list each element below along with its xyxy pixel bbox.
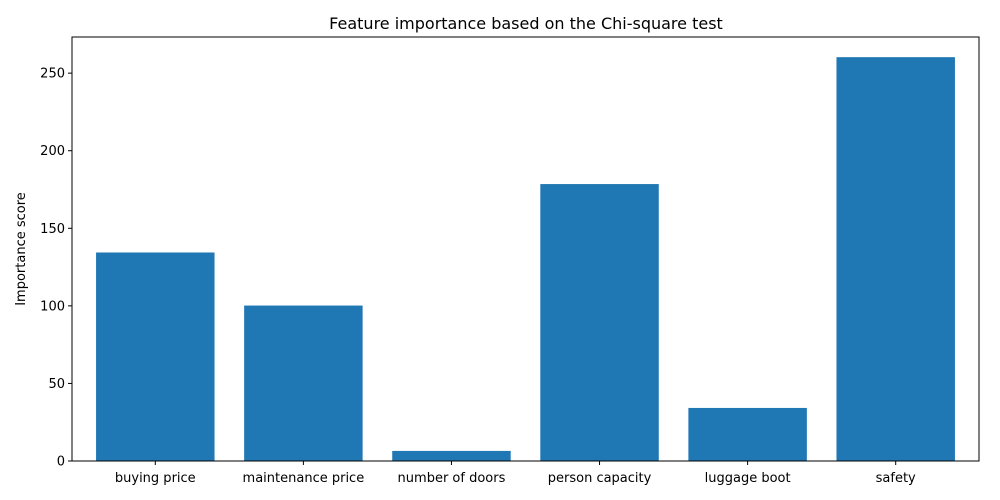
y-axis: 0 50 100 150 200 250: [40, 67, 72, 470]
y-tick-label: 250: [40, 67, 65, 82]
bars-group: [96, 57, 955, 462]
y-tick-label: 100: [40, 299, 65, 314]
bar-buying-price: [96, 252, 215, 461]
x-tick-label: number of doors: [398, 471, 506, 486]
bar-person-capacity: [540, 184, 659, 461]
x-axis: buying price maintenance price number of d…: [115, 461, 916, 486]
x-tick-label: maintenance price: [243, 471, 365, 486]
y-tick-label: 0: [57, 455, 65, 470]
chart-title: Feature importance based on the Chi-squa…: [329, 14, 723, 33]
x-tick-label: person capacity: [548, 471, 652, 486]
bar-maintenance-price: [244, 305, 363, 461]
y-tick-label: 150: [40, 222, 65, 237]
y-axis-title: Importance score: [14, 192, 29, 306]
plot-frame: [71, 36, 980, 462]
x-tick-label: buying price: [115, 471, 196, 486]
bar-luggage-boot: [688, 407, 807, 461]
y-tick-label: 200: [40, 144, 65, 159]
x-tick-label: luggage boot: [705, 471, 791, 486]
bar-number-of-doors: [392, 450, 511, 461]
bar-safety: [836, 57, 955, 462]
x-tick-label: safety: [876, 471, 916, 486]
y-tick-label: 50: [48, 377, 65, 392]
